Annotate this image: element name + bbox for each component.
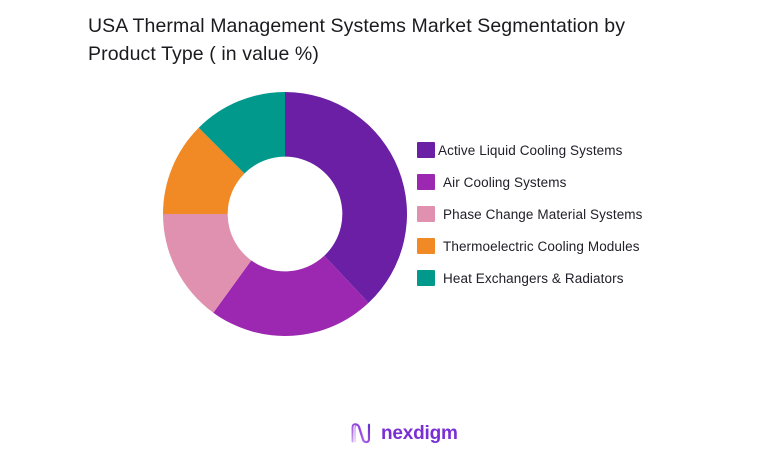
legend-item-active-liquid-cooling-systems[interactable]: Active Liquid Cooling Systems: [417, 134, 717, 166]
donut-slice[interactable]: [213, 255, 369, 336]
donut-slice[interactable]: [198, 92, 285, 174]
legend-swatch-heat-exchangers-radiators: [417, 270, 435, 286]
donut-chart-svg: [163, 92, 407, 336]
page-title: USA Thermal Management Systems Market Se…: [88, 15, 626, 65]
brand-logo: nexdigm: [348, 420, 458, 446]
donut-slice[interactable]: [285, 92, 407, 303]
legend-swatch-thermoelectric-cooling-modules: [417, 238, 435, 254]
legend-label-active-liquid-cooling-systems: Active Liquid Cooling Systems: [438, 142, 623, 158]
legend-label-thermoelectric-cooling-modules: Thermoelectric Cooling Modules: [443, 238, 640, 254]
legend-item-air-cooling-systems[interactable]: Air Cooling Systems: [417, 166, 717, 198]
legend-item-phase-change-material-systems[interactable]: Phase Change Material Systems: [417, 198, 717, 230]
donut-chart: [163, 92, 407, 336]
nexdigm-n-mark-icon: [351, 423, 371, 444]
legend-swatch-active-liquid-cooling-systems: [417, 142, 435, 158]
legend-item-thermoelectric-cooling-modules[interactable]: Thermoelectric Cooling Modules: [417, 230, 717, 262]
chart-legend: Active Liquid Cooling Systems Air Coolin…: [417, 134, 717, 294]
legend-item-heat-exchangers-radiators[interactable]: Heat Exchangers & Radiators: [417, 262, 717, 294]
legend-label-phase-change-material-systems: Phase Change Material Systems: [443, 206, 643, 222]
donut-slice[interactable]: [163, 214, 252, 313]
brand-wordmark: nexdigm: [381, 422, 458, 444]
legend-swatch-phase-change-material-systems: [417, 206, 435, 222]
title-block: USA Thermal Management Systems Market Se…: [88, 12, 708, 68]
legend-label-heat-exchangers-radiators: Heat Exchangers & Radiators: [443, 270, 624, 286]
donut-slice-group: [163, 92, 407, 336]
legend-label-air-cooling-systems: Air Cooling Systems: [443, 174, 567, 190]
legend-swatch-air-cooling-systems: [417, 174, 435, 190]
donut-slice[interactable]: [163, 127, 245, 214]
